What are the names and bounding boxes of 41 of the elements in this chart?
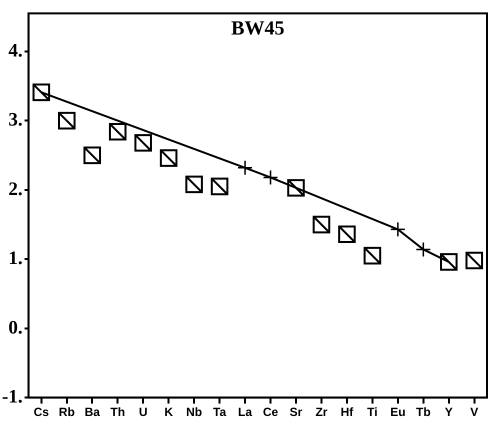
x-tick-label: Eu [390,405,406,420]
point [465,252,484,270]
point [58,112,76,130]
y-tick-label: 0. [8,317,23,338]
x-tick-label: Ce [262,405,279,420]
x-tick-label: Th [110,405,126,420]
point [108,122,126,141]
x-tick-label: Tb [416,405,431,420]
y-tick-label: 3. [8,110,23,131]
point [390,222,406,238]
point [262,170,278,186]
point [210,178,228,196]
x-tick-label: V [470,405,478,420]
point [185,176,203,194]
point [134,134,152,152]
x-tick-label: Ba [84,405,100,420]
y-tick-label: 1. [8,248,23,270]
x-tick-label: Y [444,405,453,420]
x-tick-label: Hf [340,405,354,420]
point [83,146,102,164]
point [416,242,432,258]
y-tick-label: -1. [2,386,23,408]
point [364,246,382,264]
chart-title: BW45 [231,18,284,40]
x-tick-label: U [138,405,148,420]
x-tick-label: Rb [58,405,75,420]
y-tick-label: 4. [8,40,23,62]
x-tick-label: Ta [213,405,226,420]
point [312,216,330,234]
y-tick-label: 2. [8,178,23,200]
point [237,160,253,176]
x-tick-label: Zr [315,405,328,420]
x-tick-label: Cs [34,405,50,420]
point [287,179,305,197]
point [160,149,178,167]
point [338,225,356,244]
x-tick-label: La [238,405,252,420]
x-tick-label: Nb [186,405,202,420]
x-tick-label: K [164,405,174,420]
x-tick-label: Sr [290,405,303,420]
x-tick-label: Ti [367,405,378,420]
